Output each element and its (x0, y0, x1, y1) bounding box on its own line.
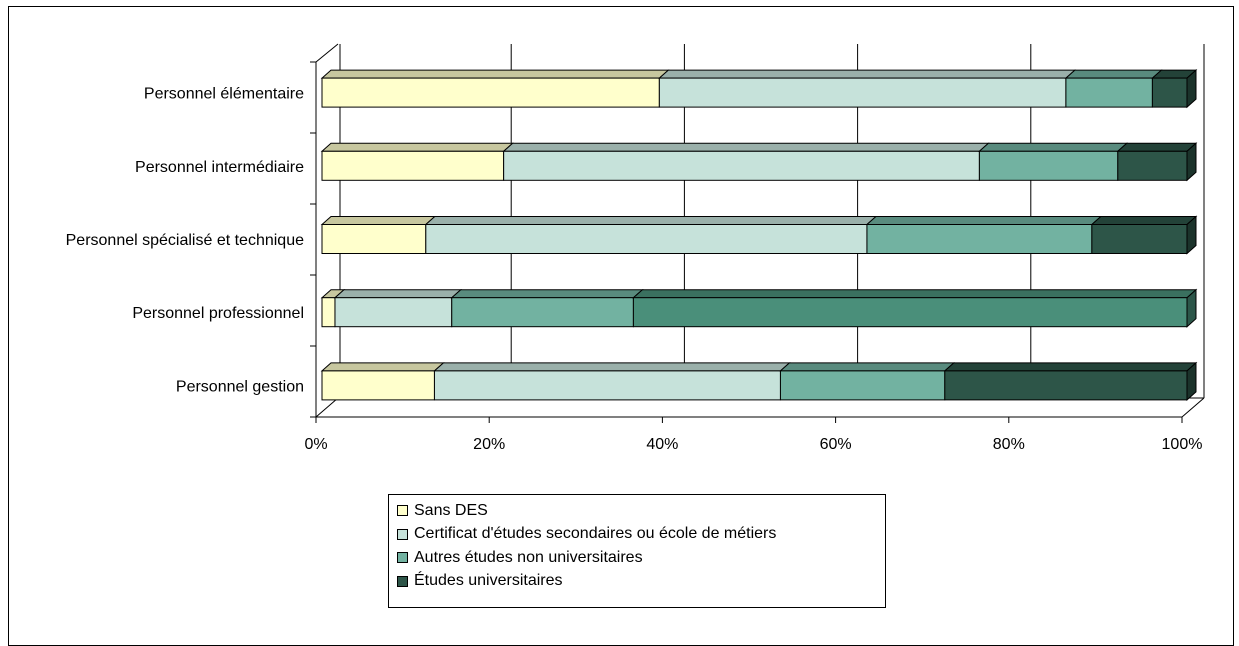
bar-segment-top (978, 142, 1129, 152)
bar-segment (1091, 224, 1188, 254)
legend-swatch (397, 505, 408, 517)
bar-segment (658, 77, 1067, 108)
legend-label: Études universitaires (414, 572, 563, 590)
y-tick-label: Personnel spécialisé et technique (66, 232, 304, 249)
bar-segment-top (943, 362, 1198, 372)
bar-segment-top (1064, 69, 1163, 79)
y-tick-label: Personnel professionnel (132, 305, 304, 322)
floor-left-edge (315, 397, 339, 418)
bar-segment (1151, 77, 1188, 108)
x-tick-label: 40% (646, 436, 678, 453)
legend: Sans DES Certificat d'études secondaires … (388, 494, 886, 608)
y-tick-label: Personnel gestion (176, 378, 304, 395)
bar-segment-top (1090, 216, 1198, 225)
legend-item: Certificat d'études secondaires ou école… (397, 523, 885, 547)
legend-item: Études universitaires (397, 570, 885, 594)
x-tick-label: 20% (473, 436, 505, 453)
x-tick-label: 60% (820, 436, 852, 453)
floor-right-edge (1181, 397, 1205, 418)
bar-segment-top (333, 289, 463, 299)
bar-segment (334, 297, 453, 328)
bar-segment (321, 224, 427, 254)
stacked-bar-chart: 0% 20% 40% 60% 80% 100% Personnel élémentaire P… (66, 43, 1205, 453)
y-tick-label: Personnel intermédiaire (135, 159, 304, 176)
y-tick-label: Personnel élémentaire (144, 86, 304, 103)
bar-segment-top (433, 362, 791, 372)
bar-segment-side (1186, 361, 1197, 402)
bar-segment-top (658, 69, 1077, 79)
bar-segment (321, 150, 505, 181)
bar-segment (978, 150, 1119, 181)
bar-segment (632, 297, 1188, 328)
bar-segment (1117, 150, 1188, 181)
bar-segment (433, 370, 781, 401)
bar-segment-side (1186, 215, 1197, 255)
bar-segment (1065, 77, 1153, 108)
bar-segment-side (1186, 288, 1197, 328)
bar-segment (321, 297, 336, 328)
bar-segment (321, 77, 660, 108)
legend-swatch (397, 575, 408, 587)
bar-segment-side (1186, 68, 1197, 109)
legend-item: Sans DES (397, 499, 885, 523)
bar-segment (866, 224, 1093, 254)
bar-segment-top (424, 216, 878, 225)
x-tick-label: 100% (1162, 436, 1203, 453)
bar-segment-top (779, 362, 956, 372)
legend-swatch (397, 528, 408, 540)
y-axis-top-edge (315, 43, 339, 63)
legend-label: Certificat d'études secondaires ou école… (414, 525, 777, 543)
bar-segment-top (320, 69, 670, 79)
bar-segment-side (1186, 142, 1197, 182)
bar-segment-top (632, 289, 1198, 299)
legend-label: Sans DES (414, 501, 488, 519)
bar-segment-top (320, 142, 514, 152)
bar-segment (451, 297, 634, 328)
bar-segment (425, 224, 868, 254)
bar-segment-top (1116, 142, 1198, 152)
legend-item: Autres études non universitaires (397, 546, 885, 570)
bar-segment-top (320, 362, 445, 372)
bar-segment (321, 370, 435, 401)
bar-segment (944, 370, 1188, 401)
legend-swatch (397, 552, 408, 564)
legend-label: Autres études non universitaires (414, 548, 643, 566)
bar-segment (779, 370, 946, 401)
x-tick-label: 0% (304, 436, 327, 453)
bar-segment (503, 150, 980, 181)
bar-segment-top (502, 142, 990, 152)
bar-segment-top (450, 289, 644, 299)
bar-segment-top (865, 216, 1103, 225)
bar-segment-top (320, 216, 437, 225)
x-tick-label: 80% (993, 436, 1025, 453)
